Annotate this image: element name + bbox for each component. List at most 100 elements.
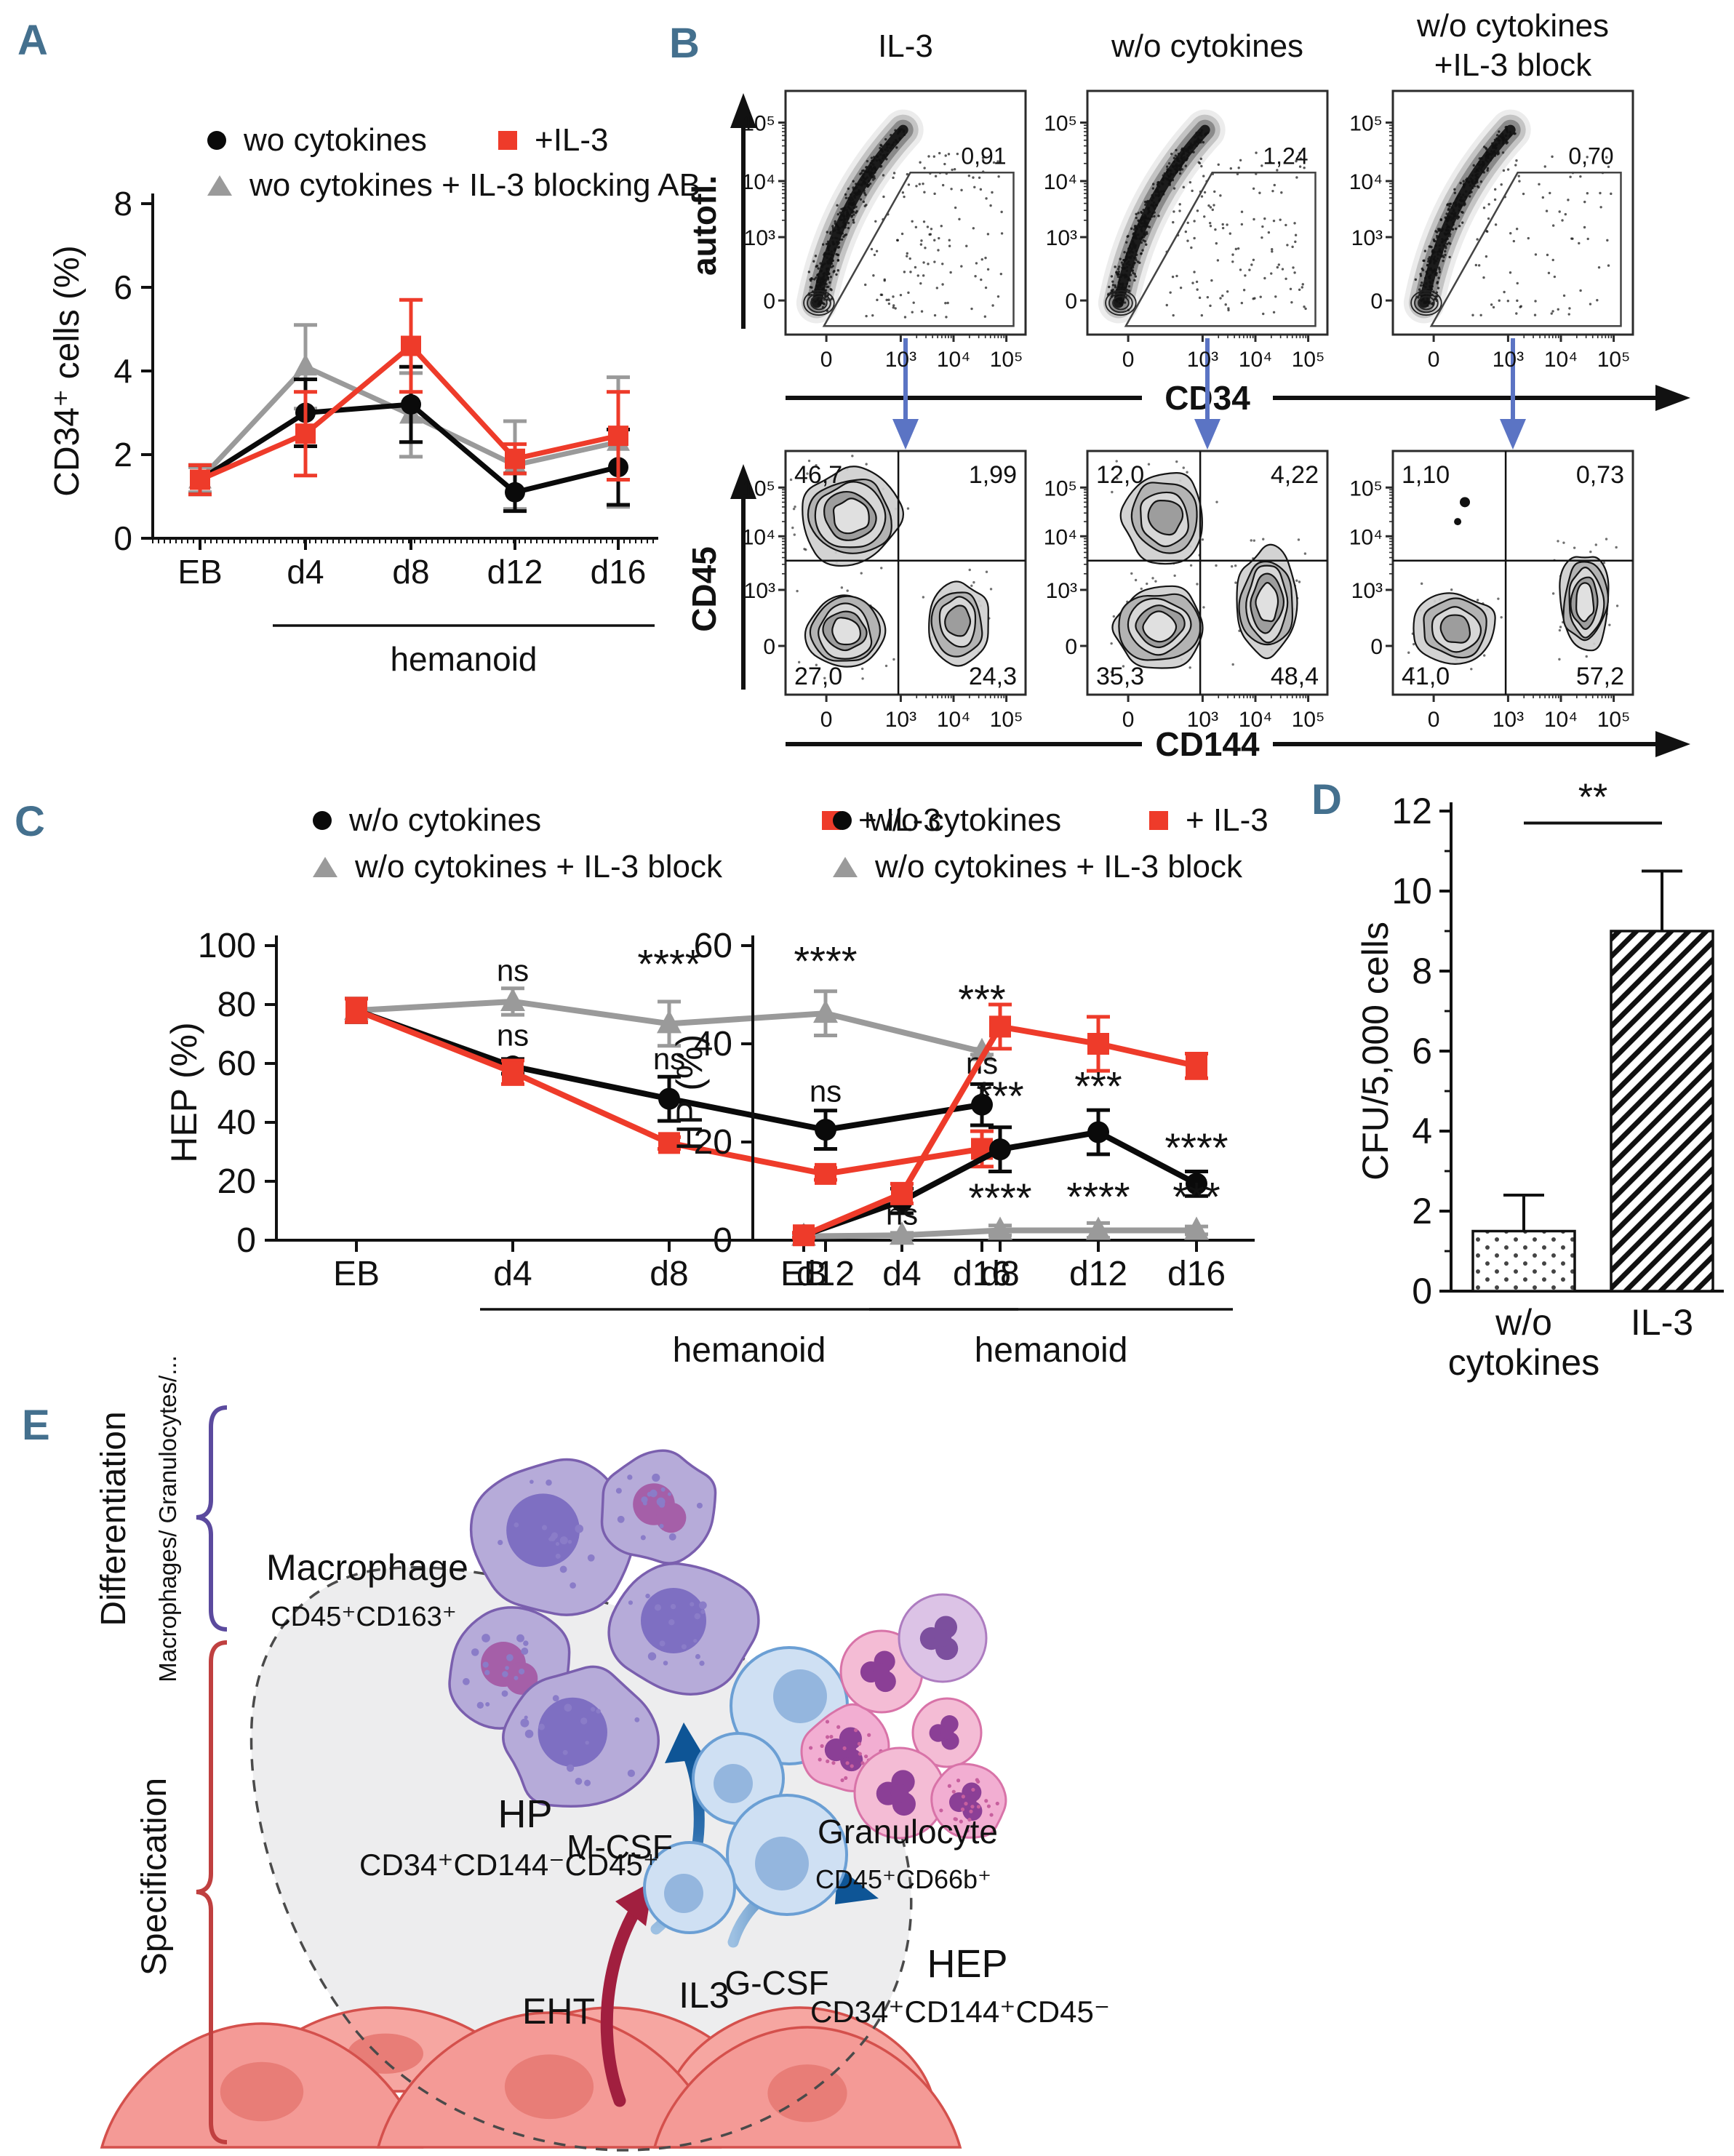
cd34-gate — [822, 171, 1015, 327]
axis-tick-label: 10³ — [1046, 579, 1077, 603]
up-arrow-icon — [730, 93, 756, 128]
quadrant-percentage: 4,22 — [1271, 461, 1319, 489]
hematopoiesis-diagram: Differentiation Macrophages/ Granulocyte… — [95, 1355, 1110, 2152]
axis-tick-label: 10⁵ — [742, 112, 775, 136]
hemanoid-blob-outline — [249, 1566, 913, 2152]
hp-markers: CD34⁺CD144⁻CD45⁺ — [359, 1848, 659, 1882]
significance-annotation: ns — [497, 954, 529, 988]
axis-tick-label: 10³ — [1493, 348, 1524, 372]
y-tick-label: 2 — [113, 436, 132, 474]
mcsf-label: M-CSF — [567, 1828, 673, 1866]
gcsf-arrowhead — [835, 1866, 879, 1904]
macrophage-label: Macrophage — [266, 1547, 468, 1588]
quadrant-percentage: 27,0 — [794, 663, 842, 690]
granulocyte-markers: CD45⁺CD66b⁺ — [815, 1864, 991, 1894]
y-tick-label: 100 — [198, 927, 256, 965]
legend-label: w/o cytokines — [869, 802, 1062, 838]
differentiation-brace — [196, 1405, 228, 1632]
gcsf-label: G-CSF — [724, 1964, 828, 2002]
panel-e-label: E — [22, 1402, 50, 1449]
x-tick-label: d12 — [487, 553, 543, 591]
axis-tick-label: 10⁵ — [1292, 708, 1325, 732]
quadrant-percentage: 12,0 — [1096, 461, 1144, 489]
y-tick-label: 4 — [113, 352, 132, 390]
axis-tick-label: 10⁴ — [1544, 708, 1578, 732]
axis-tick-label: 0 — [763, 290, 775, 314]
significance-annotation: *** — [958, 976, 1005, 1022]
legend-label: wo cytokines — [244, 122, 427, 158]
axis-tick-label: 0 — [820, 708, 833, 732]
y-tick-label: 6 — [113, 268, 132, 306]
y-tick-label: 60 — [217, 1045, 256, 1083]
x-tick-label: d16 — [953, 1255, 1011, 1293]
legend-item: wo cytokines — [207, 122, 427, 159]
flow-contour-plot — [789, 455, 993, 680]
axis-tick-label: 10⁴ — [1349, 525, 1383, 549]
col-title: IL-3 — [878, 28, 933, 64]
axis-tick-label: 0 — [1065, 635, 1077, 659]
axis-tick-label: 10³ — [1046, 226, 1077, 250]
axis-tick-label: 10⁵ — [1349, 476, 1383, 500]
flow-density-plot — [1098, 109, 1317, 327]
y-tick-label: 10 — [1391, 871, 1432, 911]
y-tick-label: 80 — [217, 986, 256, 1024]
y-tick-label: 4 — [1412, 1111, 1432, 1151]
axis-tick-label: 10⁵ — [1044, 476, 1077, 500]
y-tick-label: 0 — [1412, 1271, 1432, 1311]
quadrant-percentage: 46,7 — [794, 461, 842, 489]
endothelial-cell-layer — [100, 2006, 962, 2149]
cd34-gate — [1124, 171, 1317, 327]
legend-label: w/o cytokines + IL-3 block — [875, 849, 1243, 885]
axis-tick-label: 0 — [1122, 348, 1135, 372]
panel-d-label: D — [1311, 776, 1342, 823]
gate-percentage: 0,70 — [1568, 143, 1613, 169]
eht-arrow — [600, 1901, 644, 2107]
granulocyte-label: Granulocyte — [818, 1813, 998, 1850]
legend-label: wo cytokines + IL-3 blocking AB — [249, 167, 700, 203]
axis-tick-label: 10³ — [1351, 226, 1383, 250]
axis-tick-label: 10⁴ — [1544, 348, 1578, 372]
y-tick-label: 0 — [713, 1221, 732, 1260]
quadrant-percentage: 35,3 — [1096, 663, 1144, 690]
hep-markers: CD34⁺CD144⁺CD45⁻ — [810, 1995, 1110, 2029]
legend-label: w/o cytokines + IL-3 block — [355, 849, 723, 885]
quadrant-percentage: 1,10 — [1402, 461, 1450, 489]
significance-annotation: **** — [794, 938, 857, 984]
y-axis-label: HEP (%) — [164, 1022, 204, 1163]
panel-a-label: A — [17, 17, 48, 64]
mcsf-arrowhead — [665, 1722, 706, 1763]
down-arrow-icon — [1194, 419, 1220, 450]
significance-annotation: *** — [976, 1073, 1023, 1119]
significance-annotation: **** — [968, 1175, 1031, 1221]
axis-tick-label: 10³ — [1493, 708, 1524, 732]
y-tick-label: 20 — [217, 1162, 256, 1201]
legend-item: w/o cytokines + IL-3 block — [833, 849, 1242, 885]
legend-item: w/o cytokines — [313, 802, 541, 839]
bar-1 — [1610, 930, 1714, 1293]
axis-tick-label: 10³ — [885, 348, 916, 372]
col-title: w/o cytokines — [1111, 28, 1303, 64]
axis-tick-label: 10⁴ — [937, 348, 970, 372]
x-tick-label: d16 — [591, 553, 647, 591]
panel-c2-legend: w/o cytokines + IL-3 w/o cytokines + IL-… — [833, 802, 1342, 897]
x-tick-label: EB — [333, 1255, 380, 1293]
down-arrow-icon — [1500, 419, 1526, 450]
x-tick-label: EB — [177, 553, 222, 591]
flow-contour-plot — [1407, 497, 1619, 671]
axis-tick-label: 10⁴ — [1239, 348, 1272, 372]
x-tick-label: d12 — [796, 1255, 855, 1293]
y-tick-label: 8 — [113, 185, 132, 223]
significance-annotation: *** — [1172, 1174, 1220, 1220]
panel-c1-legend: w/o cytokines + IL-3 w/o cytokines + IL-… — [313, 802, 1040, 897]
significance-annotation: ns — [886, 1197, 918, 1231]
y-tick-label: 20 — [694, 1123, 732, 1162]
gate-percentage: 0,91 — [961, 143, 1006, 169]
cd34-line-chart: 0 2 4 6 8 EB d4 d8 d12 d16 CD34⁺ cells (%) hemanoid — [48, 185, 658, 678]
axis-tick-label: 0 — [1428, 708, 1440, 732]
series-square — [345, 997, 994, 1185]
axis-tick-label: 0 — [820, 348, 833, 372]
hp-label: HP — [498, 1792, 552, 1836]
quadrant-percentage: 24,3 — [969, 663, 1017, 690]
